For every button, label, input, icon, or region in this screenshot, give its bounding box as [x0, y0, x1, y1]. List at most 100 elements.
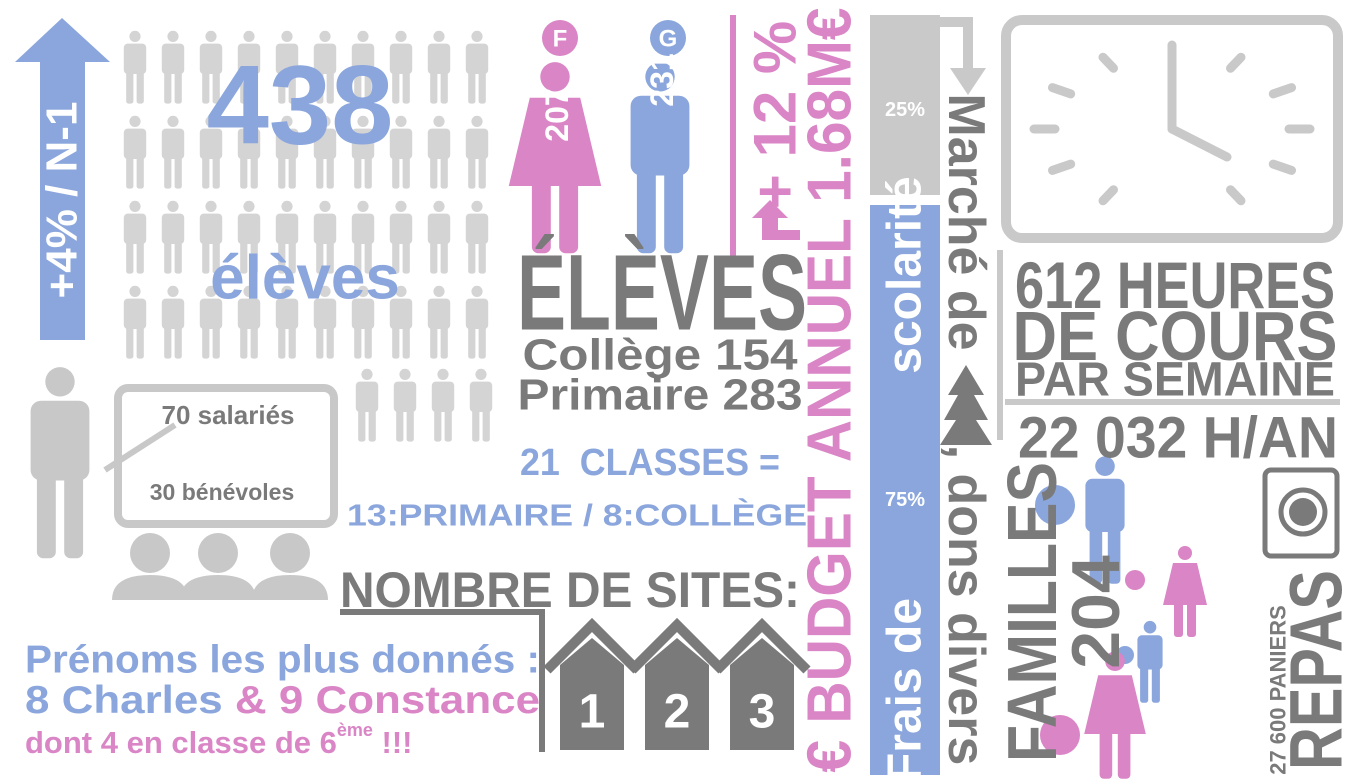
person-body [431, 381, 455, 412]
hours-yearly: 22 032 H/AN [1018, 406, 1338, 471]
person-head [167, 285, 179, 297]
meals-label: REPAS [1275, 570, 1349, 770]
person-head [433, 30, 445, 42]
person-body [199, 43, 223, 74]
person-body [351, 213, 375, 244]
person-leg [434, 408, 442, 442]
person-head [357, 200, 369, 212]
clock-face [1029, 40, 1315, 206]
note-end: !!! [373, 725, 413, 760]
person-leg [136, 240, 144, 274]
person-body [161, 128, 185, 159]
person-leg [468, 70, 476, 104]
person-body [351, 298, 375, 329]
girls-name: 9 Constance [279, 679, 540, 722]
person-leg [1174, 595, 1183, 637]
person-leg [402, 240, 410, 274]
audience-head [270, 533, 310, 573]
note-sup: ème [337, 720, 373, 740]
person-leg [478, 155, 486, 189]
person-leg [136, 155, 144, 189]
person-leg [478, 240, 486, 274]
person-body [161, 43, 185, 74]
person-leg [36, 470, 56, 559]
names-line: 8 Charles & 9 Constance [25, 679, 540, 722]
person-leg [1151, 665, 1160, 703]
house-roof [628, 617, 726, 674]
person-leg [212, 70, 220, 104]
person-body [313, 128, 337, 159]
girls-badge: F [553, 26, 568, 53]
person-head [167, 200, 179, 212]
house [560, 638, 624, 750]
house-roof [543, 617, 641, 674]
person-head [319, 285, 331, 297]
person-head [1105, 651, 1125, 671]
person-head [281, 200, 293, 212]
person-head [205, 285, 217, 297]
person-leg [278, 240, 286, 274]
clock-tick [1047, 83, 1076, 99]
classes: 21 CLASSES = [520, 442, 780, 484]
person-leg [402, 325, 410, 359]
badge [650, 20, 686, 56]
person-leg [240, 155, 248, 189]
person-leg [278, 155, 286, 189]
person-head [129, 30, 141, 42]
person-leg [250, 155, 258, 189]
other-label: , dons divers [937, 445, 995, 766]
person-head [540, 62, 570, 92]
person-head [319, 200, 331, 212]
person-leg [136, 325, 144, 359]
person-body [123, 298, 147, 329]
growth-arrow [15, 18, 110, 340]
person-leg [126, 240, 134, 274]
clock-tick [1268, 83, 1297, 99]
person-leg [364, 325, 372, 359]
person-leg [288, 155, 296, 189]
frame [997, 250, 1340, 440]
person-head [475, 368, 487, 380]
student-label: élèves [210, 244, 400, 313]
audience-body [252, 575, 328, 600]
house [730, 638, 794, 750]
person-leg [444, 408, 452, 442]
primary: Primaire 283 [518, 371, 803, 420]
person-head [319, 30, 331, 42]
person-body [199, 128, 223, 159]
person-head [433, 200, 445, 212]
employees: 70 salariés [161, 400, 294, 430]
person-leg [368, 408, 376, 442]
audience-head [130, 533, 170, 573]
clock-tick [1226, 52, 1246, 73]
person-leg [126, 70, 134, 104]
tree [940, 365, 992, 445]
person-body [199, 213, 223, 244]
audience-body [180, 575, 256, 600]
clock-tick [1047, 159, 1076, 175]
plate [1278, 487, 1328, 537]
person-leg [354, 155, 362, 189]
person-body [630, 95, 690, 176]
person-body [1084, 675, 1146, 776]
person-leg [636, 165, 656, 254]
person-head [205, 115, 217, 127]
sites-label: NOMBRE DE SITES: [340, 562, 800, 618]
person-leg [531, 165, 551, 254]
person-body [465, 128, 489, 159]
person-head [205, 30, 217, 42]
person-body [465, 298, 489, 329]
person-body [469, 381, 493, 412]
fees-label: Frais de [879, 598, 932, 782]
person-leg [240, 325, 248, 359]
person-body [161, 298, 185, 329]
person-leg [358, 408, 366, 442]
growth-arrow [752, 200, 800, 240]
person-head [395, 115, 407, 127]
person-leg [430, 325, 438, 359]
person-head [243, 30, 255, 42]
and: & [235, 679, 267, 722]
person-leg [278, 70, 286, 104]
person-body [465, 213, 489, 244]
person-leg [430, 240, 438, 274]
